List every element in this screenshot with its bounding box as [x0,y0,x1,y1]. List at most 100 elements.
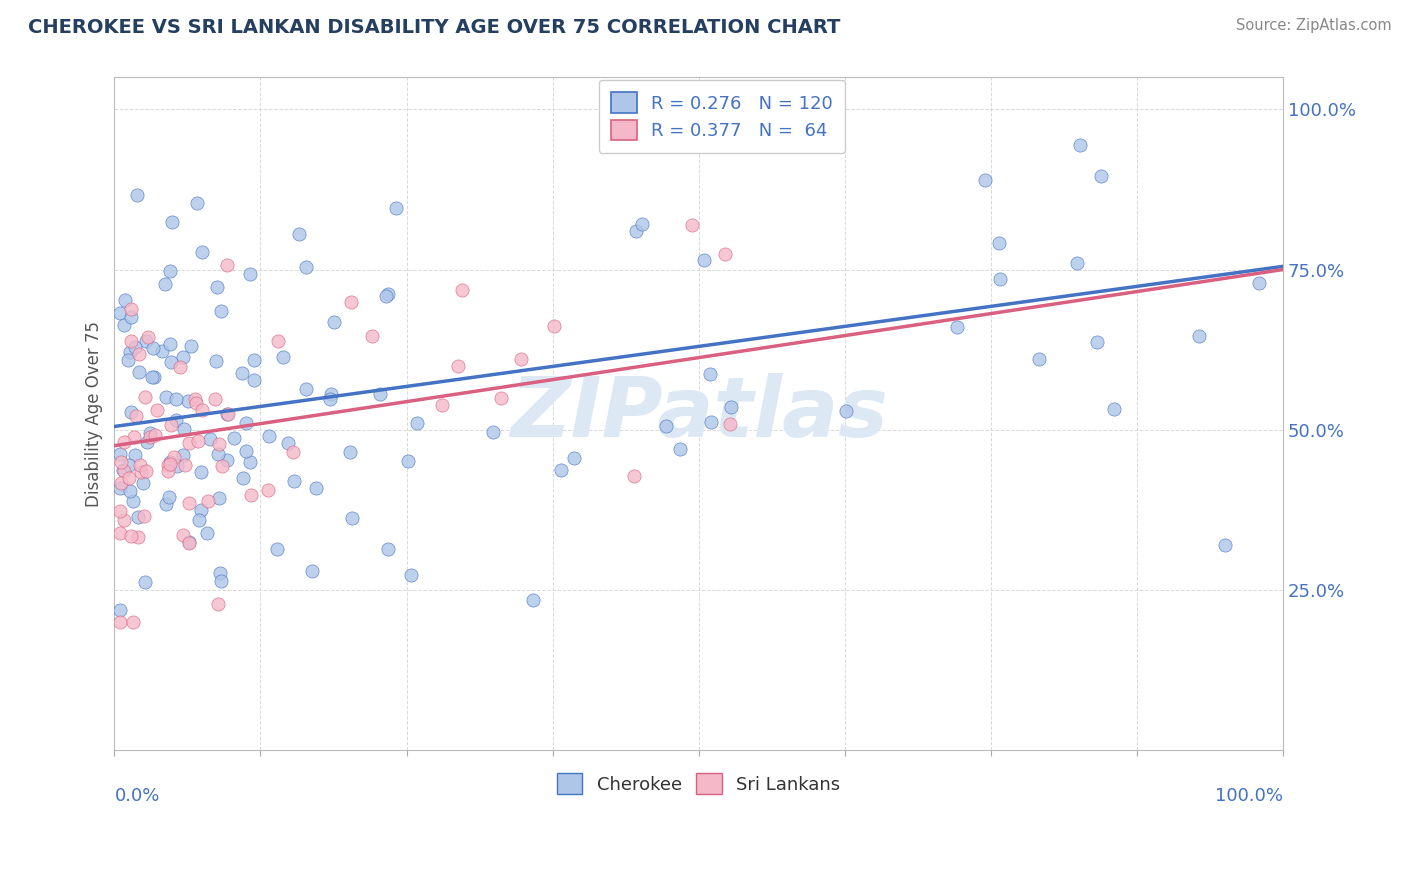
Point [242,373,264,387]
Point [207,446,229,460]
Point [187,434,209,449]
Point [451,283,474,297]
Point [243,353,266,368]
Point [138,430,160,444]
Point [239,455,262,469]
Point [143,370,166,384]
Point [1102,402,1125,417]
Y-axis label: Disability Age Over 75: Disability Age Over 75 [86,320,103,507]
Point [624,224,647,238]
Point [655,418,678,433]
Point [266,542,288,557]
Point [142,341,165,355]
Point [160,215,183,229]
Point [120,529,142,543]
Point [120,405,142,419]
Point [155,390,177,404]
Point [169,360,191,375]
Point [195,526,218,541]
Point [209,574,232,588]
Point [204,392,226,407]
Point [339,445,361,459]
Point [240,488,263,502]
Point [257,483,280,498]
Point [110,504,132,518]
Point [835,403,858,417]
Point [1090,169,1112,183]
Point [482,425,505,439]
Point [277,436,299,450]
Point [699,415,721,429]
Point [217,258,239,272]
Point [112,464,135,478]
Point [110,526,132,541]
Point [110,447,132,461]
Point [112,318,135,332]
Point [150,344,173,359]
Point [114,293,136,307]
Point [177,495,200,509]
Point [177,393,200,408]
Point [396,454,419,468]
Point [987,235,1010,250]
Point [118,345,141,359]
Point [156,458,179,472]
Point [191,245,214,260]
Point [117,352,139,367]
Point [135,464,157,478]
Point [124,340,146,354]
Point [946,319,969,334]
Point [543,318,565,333]
Point [134,390,156,404]
Point [124,430,146,444]
Point [127,188,149,202]
Point [323,315,346,329]
Point [118,471,141,485]
Point [172,350,194,364]
Point [217,407,239,421]
Point [174,458,197,472]
Point [204,353,226,368]
Point [1188,329,1211,343]
Point [430,398,453,412]
Point [132,475,155,490]
Point [232,471,254,485]
Point [127,510,149,524]
Point [159,454,181,468]
Point [120,301,142,316]
Point [623,468,645,483]
Point [377,542,399,557]
Point [159,457,181,471]
Point [281,445,304,459]
Point [447,359,470,374]
Point [110,603,132,617]
Point [208,566,231,580]
Point [166,459,188,474]
Point [165,392,187,406]
Point [713,246,735,260]
Point [187,513,209,527]
Point [146,402,169,417]
Point [122,615,145,629]
Point [208,491,231,505]
Point [339,294,361,309]
Point [141,369,163,384]
Point [399,568,422,582]
Point [184,392,207,406]
Point [1213,538,1236,552]
Text: CHEROKEE VS SRI LANKAN DISABILITY AGE OVER 75 CORRELATION CHART: CHEROKEE VS SRI LANKAN DISABILITY AGE OV… [28,18,841,37]
Point [191,403,214,417]
Point [112,513,135,527]
Point [172,448,194,462]
Point [173,422,195,436]
Point [120,484,142,499]
Point [235,416,257,430]
Point [134,575,156,590]
Point [110,615,132,629]
Point [288,227,311,241]
Point [321,386,343,401]
Point [159,490,181,504]
Point [235,444,257,458]
Point [217,407,239,421]
Point [231,366,253,380]
